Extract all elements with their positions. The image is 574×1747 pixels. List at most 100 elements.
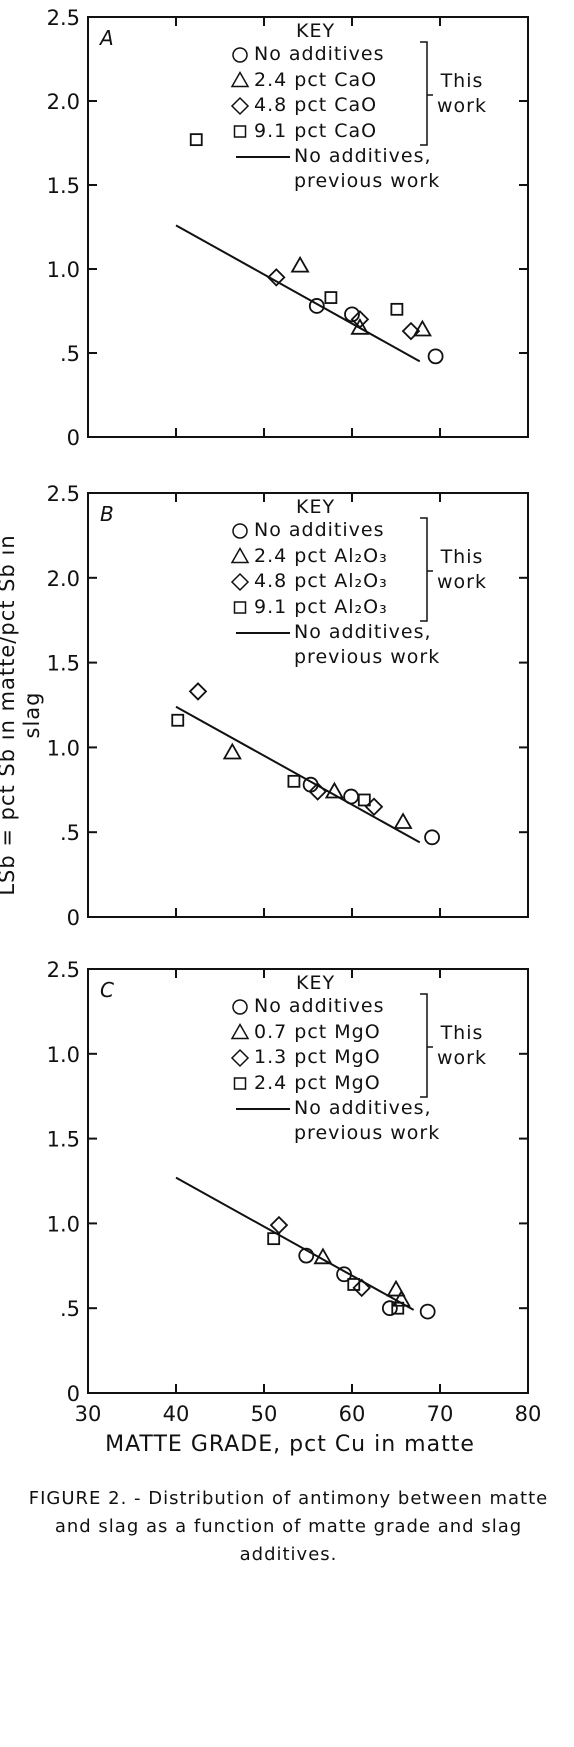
- x-axis-label: MATTE GRADE, pct Cu in matte: [105, 1432, 475, 1457]
- y-tick-label: 1.5: [47, 1128, 80, 1152]
- point: [401, 321, 421, 341]
- point: [391, 1301, 405, 1315]
- point: [347, 1278, 361, 1291]
- x-tick-label: 60: [339, 1402, 366, 1426]
- legend-marker: [230, 70, 250, 88]
- legend-label: No additives, previous work: [294, 145, 441, 192]
- legend-marker: [233, 125, 247, 138]
- point: [412, 319, 432, 337]
- legend-label: No additives, previous work: [294, 1097, 441, 1144]
- legend-label: 4.8 pct Al₂O₃: [254, 570, 388, 592]
- legend-label: 4.8 pct CaO: [254, 94, 378, 116]
- x-tick-label: 70: [427, 1402, 454, 1426]
- legend-marker: [233, 1077, 247, 1090]
- x-tick-label: 80: [515, 1402, 542, 1426]
- legend-label: No additives: [254, 43, 385, 65]
- y-tick-label: .5: [60, 1297, 80, 1321]
- legend-group: This work: [437, 1022, 487, 1069]
- point: [393, 812, 413, 829]
- legend-marker: [232, 999, 248, 1015]
- point: [419, 1303, 436, 1320]
- y-tick-label: .5: [60, 342, 80, 366]
- point: [298, 1247, 315, 1264]
- legend-label: No additives: [254, 519, 385, 541]
- point: [357, 793, 371, 807]
- legend-label: 2.4 pct Al₂O₃: [254, 544, 388, 567]
- y-tick-label: 1.0: [47, 1212, 80, 1236]
- legend-title: KEY: [296, 972, 336, 994]
- legend-label: 2.4 pct MgO: [254, 1071, 381, 1094]
- x-tick-label: 30: [75, 1402, 102, 1426]
- legend-marker: [230, 1022, 250, 1040]
- point: [344, 306, 360, 323]
- plot-frame: [87, 968, 529, 1394]
- legend-marker: [233, 601, 247, 614]
- legend-marker: [230, 1048, 250, 1068]
- panel-label: C: [100, 978, 114, 1002]
- x-tick-label: 50: [251, 1402, 278, 1426]
- legend-bracket: [420, 517, 433, 622]
- y-tick-label: 1.5: [47, 174, 80, 198]
- legend-marker: [230, 572, 250, 592]
- legend-title: KEY: [296, 20, 336, 42]
- trend-line: [175, 705, 421, 844]
- legend-marker: [232, 47, 248, 63]
- point: [290, 255, 310, 273]
- legend-bracket: [420, 993, 433, 1098]
- legend-bracket: [420, 41, 433, 146]
- y-tick-label: 0: [67, 1382, 80, 1406]
- trend-line: [175, 1176, 415, 1311]
- panel-label: B: [100, 502, 114, 526]
- legend-label: No additives: [254, 995, 385, 1017]
- y-axis-label: LSb = pct Sb in matte/pct Sb in slag: [0, 534, 44, 896]
- y-tick-label: 2.5: [47, 958, 80, 982]
- legend-label: No additives, previous work: [294, 621, 441, 668]
- legend-title: KEY: [296, 496, 336, 518]
- point: [352, 1278, 371, 1298]
- y-tick-label: 1.0: [47, 258, 80, 282]
- point: [386, 1279, 406, 1297]
- point: [287, 774, 301, 788]
- caption: FIGURE 2. - Distribution of antimony bet…: [28, 1488, 549, 1565]
- y-tick-label: 2.5: [47, 482, 80, 506]
- legend-label: 1.3 pct MgO: [254, 1046, 381, 1068]
- y-tick-label: .5: [60, 821, 80, 845]
- legend-label: 9.1 pct Al₂O₃: [254, 595, 388, 618]
- y-tick-label: 2.0: [47, 90, 80, 114]
- trend-line: [175, 224, 421, 363]
- point: [267, 1232, 281, 1246]
- legend-label: 2.4 pct CaO: [254, 68, 378, 91]
- plot-frame: [87, 492, 529, 918]
- point: [324, 781, 344, 799]
- point: [171, 713, 185, 727]
- legend-group: This work: [437, 546, 487, 593]
- panel-label: A: [98, 26, 114, 50]
- point: [390, 302, 404, 316]
- y-tick-label: 0: [67, 426, 80, 450]
- x-tick-label: 40: [163, 1402, 190, 1426]
- legend-marker: [230, 96, 250, 116]
- y-tick-label: 0: [67, 906, 80, 930]
- point: [381, 1300, 398, 1317]
- y-tick-label: 1.0: [47, 1043, 80, 1067]
- legend-marker: [232, 523, 248, 539]
- plot-frame: [87, 16, 529, 438]
- point: [189, 133, 203, 147]
- point: [267, 268, 286, 287]
- y-tick-label: 1.5: [47, 652, 80, 676]
- legend-marker: [230, 546, 250, 564]
- y-tick-label: 1.0: [47, 736, 80, 760]
- point: [222, 742, 242, 760]
- y-tick-label: 2.5: [47, 6, 80, 30]
- y-tick-label: 2.0: [47, 567, 80, 591]
- point: [188, 682, 208, 701]
- point: [308, 298, 325, 314]
- point: [427, 348, 444, 365]
- legend-group: This work: [437, 70, 487, 117]
- point: [364, 797, 384, 817]
- point: [391, 1289, 411, 1307]
- legend-label: 9.1 pct CaO: [254, 119, 378, 142]
- point: [424, 829, 440, 846]
